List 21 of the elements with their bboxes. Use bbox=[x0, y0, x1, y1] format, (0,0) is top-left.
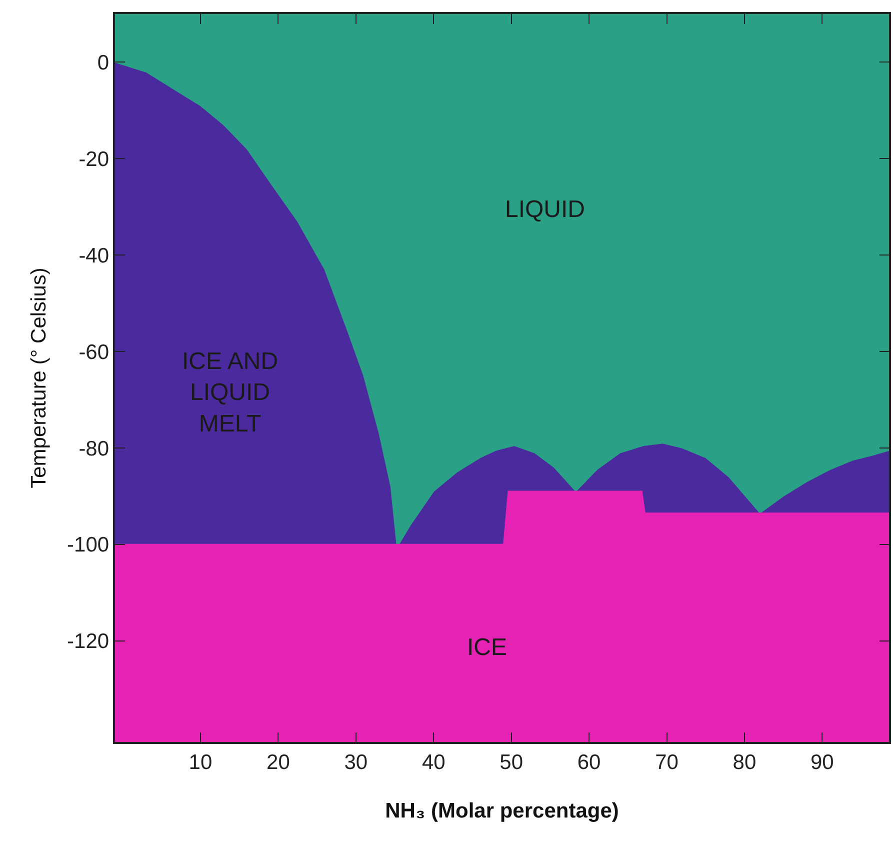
y-tick-label: -80 bbox=[78, 437, 110, 460]
x-tick-label: 50 bbox=[500, 750, 524, 774]
x-tick-label: 10 bbox=[188, 750, 212, 774]
x-tick-label: 40 bbox=[422, 750, 446, 774]
annotation: ICE bbox=[467, 634, 508, 661]
y-axis-title: Temperature (° Celsius) bbox=[28, 268, 51, 488]
x-tick-label: 60 bbox=[577, 750, 601, 774]
x-tick-label: 90 bbox=[810, 750, 834, 774]
x-axis-title: NH₃ (Molar percentage) bbox=[385, 800, 619, 823]
y-tick-label: -20 bbox=[78, 148, 110, 171]
y-tick-label: -100 bbox=[67, 534, 110, 557]
x-tick-label: 20 bbox=[266, 750, 290, 774]
y-tick-label: -60 bbox=[78, 340, 110, 364]
y-tick-label: -120 bbox=[67, 630, 110, 654]
x-tick-label: 30 bbox=[344, 750, 368, 774]
y-tick-label: -40 bbox=[78, 244, 110, 268]
y-tick-label: 0 bbox=[97, 52, 110, 75]
x-tick-label: 70 bbox=[655, 750, 678, 774]
annotation: ICE AND LIQUID MELT bbox=[182, 348, 278, 438]
annotation: LIQUID bbox=[505, 196, 586, 223]
x-tick-label: 80 bbox=[732, 750, 756, 774]
